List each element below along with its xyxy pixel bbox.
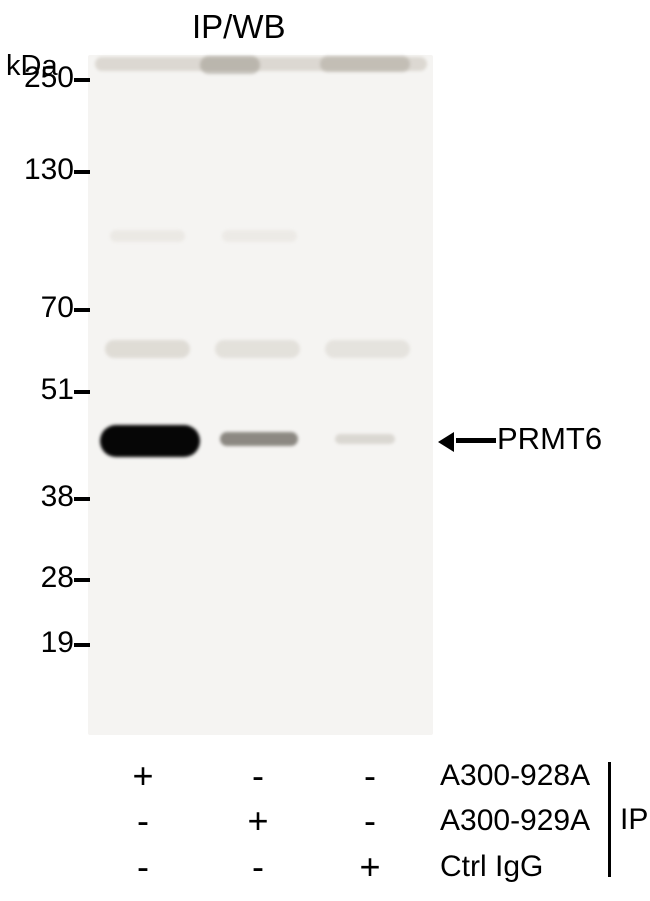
mw-tick-130 bbox=[74, 170, 90, 174]
pm-r1-c2: - bbox=[355, 800, 385, 842]
band-main_lane3 bbox=[335, 434, 395, 444]
mw-label-19: 19 bbox=[14, 626, 74, 660]
antibody-label-0: A300-928A bbox=[440, 759, 590, 793]
band-faint_60_1 bbox=[105, 340, 190, 358]
ip-label: IP bbox=[620, 803, 648, 837]
pm-r0-c1: - bbox=[243, 755, 273, 797]
mw-label-130: 130 bbox=[14, 153, 74, 187]
mw-tick-19 bbox=[74, 643, 90, 647]
mw-tick-250 bbox=[74, 78, 90, 82]
pm-r1-c0: - bbox=[128, 800, 158, 842]
figure-title: IP/WB bbox=[192, 8, 286, 46]
pm-r0-c2: - bbox=[355, 755, 385, 797]
mw-tick-51 bbox=[74, 390, 90, 394]
antibody-label-1: A300-929A bbox=[440, 804, 590, 838]
band-main_lane2 bbox=[220, 432, 298, 446]
antibody-label-2: Ctrl IgG bbox=[440, 850, 543, 884]
pm-r1-c1: + bbox=[243, 800, 273, 842]
pm-r2-c0: - bbox=[128, 846, 158, 888]
arrow-line bbox=[456, 438, 496, 443]
band-faint_100_2 bbox=[222, 230, 297, 242]
band-top_smear3 bbox=[320, 56, 410, 72]
band-main_lane1 bbox=[100, 425, 200, 457]
protein-label: PRMT6 bbox=[497, 421, 602, 457]
pm-r2-c2: + bbox=[355, 846, 385, 888]
mw-label-250: 250 bbox=[14, 61, 74, 95]
blot-membrane bbox=[88, 55, 433, 735]
mw-label-51: 51 bbox=[14, 373, 74, 407]
pm-r2-c1: - bbox=[243, 846, 273, 888]
mw-tick-70 bbox=[74, 308, 90, 312]
mw-label-28: 28 bbox=[14, 561, 74, 595]
mw-label-38: 38 bbox=[14, 480, 74, 514]
mw-label-70: 70 bbox=[14, 291, 74, 325]
mw-tick-38 bbox=[74, 497, 90, 501]
band-faint_60_3 bbox=[325, 340, 410, 358]
ip-bracket-line bbox=[608, 762, 611, 877]
arrow-head-icon bbox=[438, 432, 454, 452]
band-faint_60_2 bbox=[215, 340, 300, 358]
band-top_smear2 bbox=[200, 56, 260, 74]
mw-tick-28 bbox=[74, 578, 90, 582]
band-faint_100_1 bbox=[110, 230, 185, 242]
pm-r0-c0: + bbox=[128, 755, 158, 797]
